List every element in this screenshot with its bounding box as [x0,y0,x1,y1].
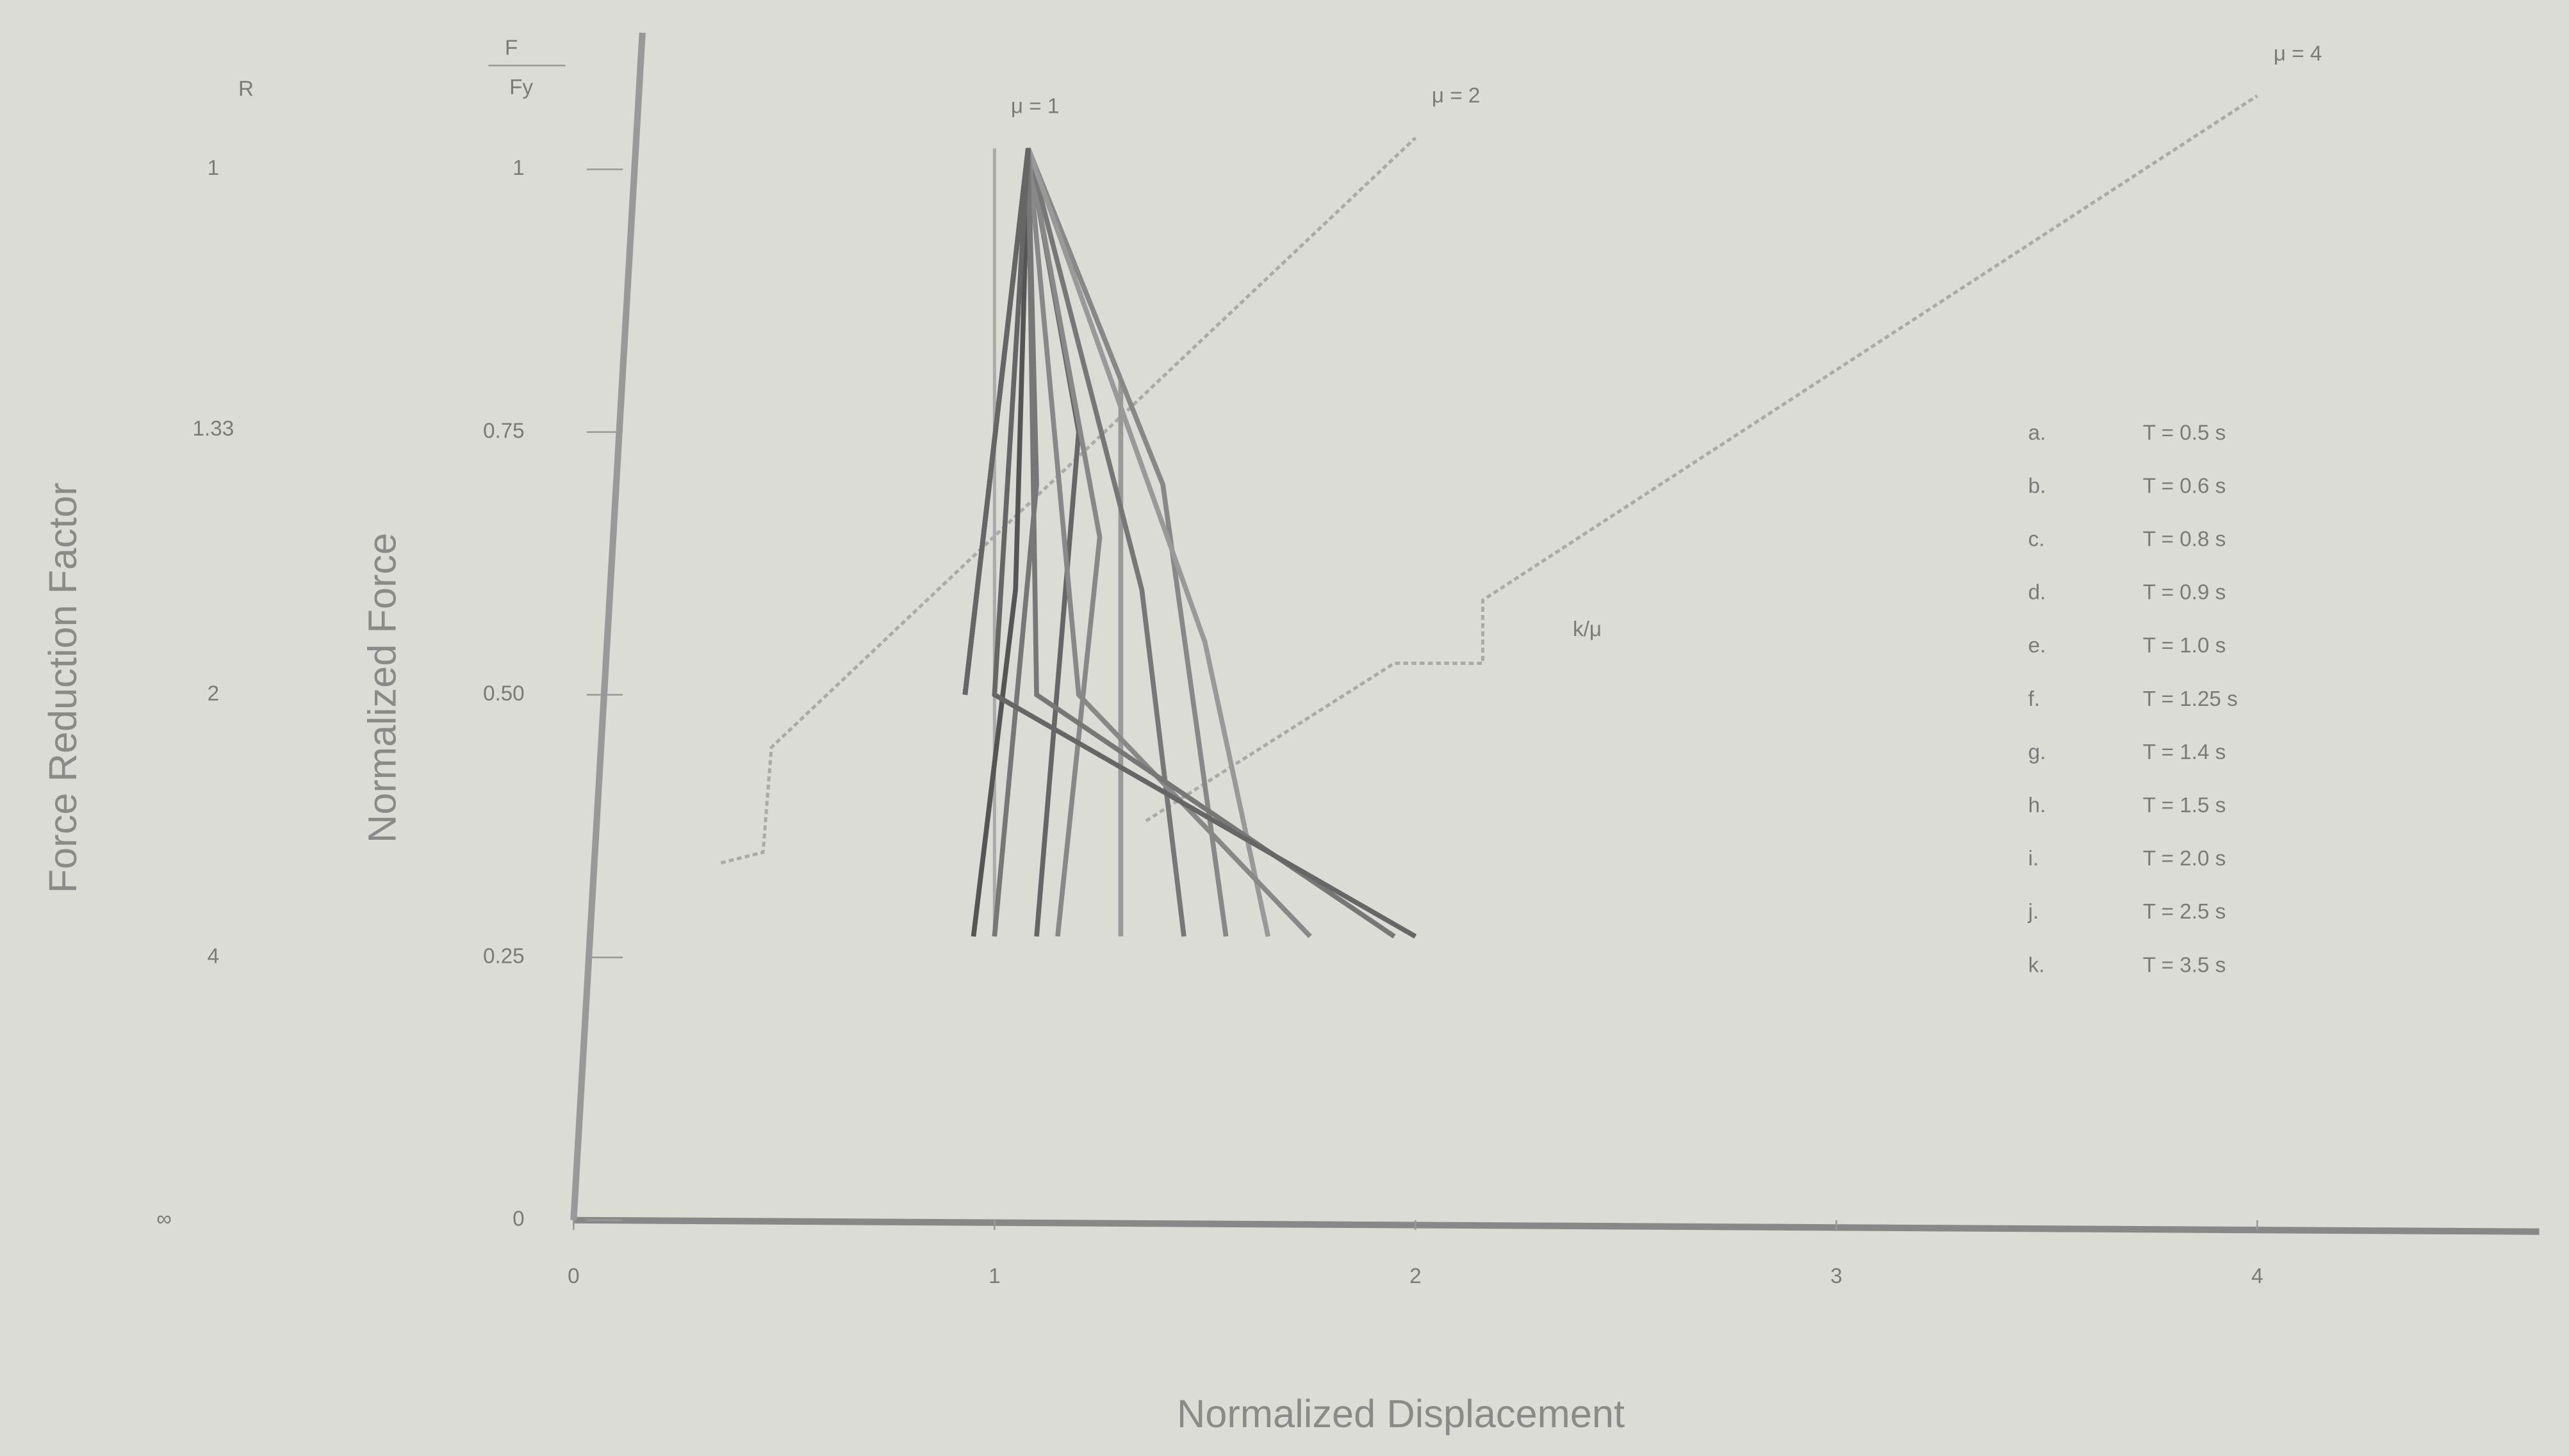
page: Normalized Displacement Normalized Force… [0,0,2569,1456]
y-tick-label: 0 [513,1207,524,1231]
legend-label: T = 0.8 s [2143,528,2226,552]
legend-letter: c. [2028,528,2045,552]
legend-label: T = 1.25 s [2143,687,2238,711]
legend-letter: g. [2028,740,2046,764]
legend-label: T = 2.5 s [2143,900,2226,924]
y-axis-label: Normalized Force [361,533,405,843]
x-tick-label: 3 [1830,1264,1842,1288]
y-tick-label: 0.75 [483,419,525,443]
mu-label: μ = 2 [1432,84,1480,108]
x-axis-label: Normalized Displacement [1177,1392,1625,1436]
legend-letter: d. [2028,581,2046,605]
y-tick-label: 0.25 [483,944,525,968]
y2-tick-label: ∞ [156,1207,172,1231]
y2-tick-label: 4 [208,944,219,968]
legend-letter: i. [2028,847,2039,871]
y-tick-label: 0.50 [483,682,525,705]
annotation: k/μ [1573,618,1602,641]
legend-letter: a. [2028,421,2046,445]
legend-label: T = 0.6 s [2143,474,2226,498]
mu-label: μ = 4 [2274,42,2322,65]
legend-letter: b. [2028,474,2046,498]
y-symbol-denominator: Fy [509,76,533,99]
x-tick-label: 1 [989,1264,1000,1288]
x-tick-label: 0 [568,1264,579,1288]
y2-tick-label: 2 [208,682,219,705]
y2-tick-label: 1 [208,156,219,180]
legend-label: T = 3.5 s [2143,953,2226,977]
y2-tick-label: 1.33 [193,417,234,441]
legend-label: T = 0.9 s [2143,581,2226,605]
y-tick-label: 1 [513,156,524,180]
legend-letter: k. [2028,953,2045,977]
legend-letter: h. [2028,794,2046,817]
legend-label: T = 1.5 s [2143,794,2226,817]
x-tick-label: 2 [1409,1264,1421,1288]
y-symbol-numerator: F [505,36,518,60]
chart: Normalized Displacement Normalized Force… [0,0,2569,1456]
x-tick-label: 4 [2251,1264,2263,1288]
legend-letter: f. [2028,687,2040,711]
legend-label: T = 0.5 s [2143,421,2226,445]
legend-label: T = 1.0 s [2143,634,2226,658]
legend-letter: e. [2028,634,2046,658]
y2-axis-label: Force Reduction Factor [41,482,85,893]
legend-label: T = 1.4 s [2143,740,2226,764]
legend-letter: j. [2028,900,2039,924]
mu-label: μ = 1 [1011,94,1059,118]
y2-symbol: R [238,77,254,101]
legend-label: T = 2.0 s [2143,847,2226,871]
